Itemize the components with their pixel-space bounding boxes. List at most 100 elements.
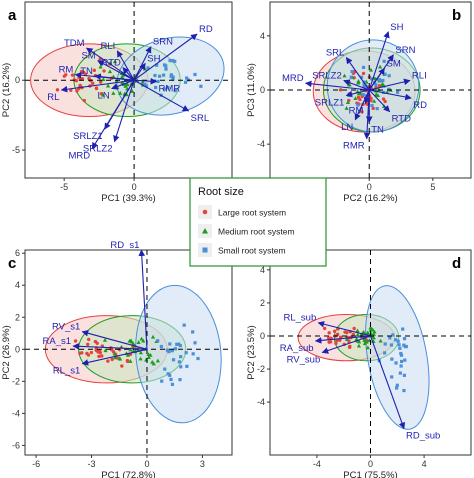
y-axis-label: PC2 (26.9%) — [1, 325, 12, 379]
point-medium — [138, 356, 143, 361]
point-medium — [118, 90, 123, 95]
point-small — [400, 359, 404, 364]
point-medium — [114, 78, 119, 83]
point-small — [184, 351, 188, 355]
x-tick-label: 0 — [132, 182, 137, 192]
loading-label: RA_s1 — [43, 336, 72, 347]
point-small — [168, 342, 172, 346]
loading-label: SH — [390, 22, 403, 33]
loading-arrow — [81, 348, 148, 366]
point-small — [164, 64, 168, 68]
point-medium — [111, 91, 116, 95]
y-tick-label: -4 — [257, 139, 265, 149]
point-small — [164, 67, 168, 71]
point-small — [362, 83, 366, 87]
point-medium — [366, 331, 371, 336]
point-small — [398, 371, 402, 375]
point-small — [165, 348, 169, 352]
x-tick-label: -6 — [32, 459, 40, 469]
loading-label: SRLZ1 — [315, 97, 345, 108]
point-large — [100, 354, 104, 358]
loading-arrow — [81, 330, 148, 350]
y-tick-label: 0 — [15, 344, 20, 354]
loading-label: RD_s1 — [110, 240, 139, 251]
point-medium — [101, 77, 106, 82]
point-medium — [356, 91, 362, 96]
point-large — [55, 88, 60, 92]
point-small — [401, 327, 405, 331]
point-large — [352, 326, 356, 331]
point-small — [404, 344, 408, 349]
panel-frame — [24, 1, 233, 179]
point-medium — [342, 73, 347, 78]
point-small — [387, 87, 391, 91]
loading-label: RA_sub — [280, 343, 314, 354]
y-tick-label: -2 — [257, 364, 265, 374]
loading-label: RM — [349, 106, 364, 117]
point-large — [358, 97, 362, 102]
point-medium — [146, 355, 151, 359]
y-axis-label: PC3 (11.0%) — [246, 63, 257, 117]
point-large — [91, 81, 95, 86]
point-small — [377, 78, 381, 82]
loading-label: TDM — [64, 38, 85, 49]
point-small — [395, 386, 399, 390]
point-small — [402, 373, 406, 377]
point-small — [374, 83, 378, 87]
point-small — [160, 379, 164, 383]
point-large — [75, 89, 79, 93]
y-tick-label: 2 — [15, 312, 20, 322]
point-large — [82, 98, 87, 103]
point-medium — [344, 106, 349, 110]
point-large — [86, 342, 90, 347]
point-medium — [141, 338, 146, 343]
point-large — [102, 69, 106, 73]
point-medium — [365, 345, 370, 350]
point-medium — [127, 338, 132, 343]
y-tick-label: -6 — [12, 440, 20, 450]
point-large — [89, 350, 94, 355]
point-large — [120, 364, 124, 368]
point-small — [394, 338, 398, 342]
point-small — [369, 77, 374, 81]
point-small — [153, 73, 157, 78]
panel-letter: a — [8, 7, 17, 24]
legend: Root size Large root system Medium root sy… — [189, 177, 327, 267]
point-small — [394, 361, 398, 365]
loading-arrow — [314, 335, 371, 344]
loading-label: RTD — [102, 58, 121, 69]
point-small — [179, 365, 183, 369]
point-small — [402, 388, 406, 393]
point-medium — [356, 80, 361, 85]
point-large — [360, 110, 364, 114]
point-small — [383, 342, 387, 346]
point-small — [402, 337, 407, 341]
loading-label: RMR — [158, 84, 180, 95]
legend-box — [189, 177, 327, 267]
point-medium — [98, 64, 103, 69]
loading-label: RLI — [412, 71, 427, 82]
point-large — [73, 339, 78, 343]
loading-arrow — [343, 79, 370, 91]
y-tick-label: 4 — [260, 265, 265, 275]
point-small — [169, 377, 173, 382]
loading-label: RD — [199, 24, 213, 35]
point-small — [185, 364, 189, 368]
loading-arrow — [111, 79, 135, 90]
loading-label: MRD — [282, 73, 304, 84]
point-large — [95, 341, 99, 345]
point-small — [398, 346, 402, 350]
loading-arrow — [85, 47, 135, 81]
point-medium — [357, 339, 362, 344]
point-large — [347, 345, 352, 350]
loading-arrow — [321, 335, 371, 354]
point-small — [166, 372, 170, 376]
x-tick-label: -3 — [88, 459, 96, 469]
point-small — [199, 84, 203, 88]
y-tick-label: -5 — [12, 145, 20, 155]
loading-arrow — [91, 79, 135, 150]
point-small — [388, 336, 392, 340]
point-small — [177, 342, 181, 346]
loading-arrow — [345, 56, 370, 91]
